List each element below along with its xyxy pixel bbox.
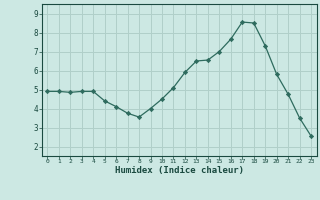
X-axis label: Humidex (Indice chaleur): Humidex (Indice chaleur) — [115, 166, 244, 175]
